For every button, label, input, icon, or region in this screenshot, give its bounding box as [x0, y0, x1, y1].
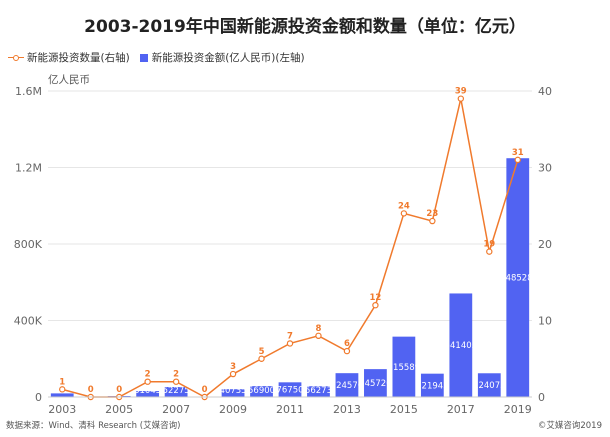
bar-value-label: 121943	[416, 381, 448, 391]
right-tick-label: 30	[538, 162, 552, 175]
bar	[136, 391, 160, 397]
bar-value-label: 56273	[305, 386, 332, 396]
bar-value-label: 124073	[473, 381, 505, 391]
count-point	[286, 340, 294, 347]
legend-label-count: 新能源投资数量(右轴)	[27, 52, 130, 64]
left-tick-label: 800K	[14, 238, 43, 251]
copyright-note: ©艾媒咨询2019	[537, 421, 602, 431]
bar	[392, 336, 416, 397]
gridlines	[48, 90, 532, 321]
x-tick-label: 2007	[162, 403, 190, 416]
bar-value-label: 315589	[388, 363, 420, 373]
bar-value-label: 124576	[331, 381, 363, 391]
right-tick-label: 40	[538, 85, 552, 98]
legend-item-count[interactable]: 新能源投资数量(右轴)	[8, 50, 130, 65]
count-value-label: 0	[88, 385, 94, 395]
count-point	[429, 217, 436, 225]
count-value-label: 0	[116, 385, 122, 395]
count-point	[400, 210, 408, 217]
bar	[307, 386, 330, 397]
count-point	[172, 378, 180, 385]
x-tick-label: 2003	[48, 403, 76, 416]
x-tick-label: 2019	[504, 403, 532, 416]
bar	[164, 387, 188, 397]
count-value-label: 31	[512, 148, 524, 158]
x-tick-label: 2013	[333, 403, 361, 416]
right-tick-label: 10	[538, 315, 552, 328]
bar-value-label: 541405	[445, 341, 477, 351]
bar-value-label: 40735	[220, 386, 247, 396]
bar-value-label: 1248528.8	[495, 274, 541, 284]
legend-item-amount[interactable]: 新能源投资金额(亿人民币)(左轴)	[139, 50, 305, 65]
left-tick-label: 0	[35, 391, 42, 404]
bar	[449, 293, 473, 397]
count-value-label: 24	[398, 201, 410, 211]
count-value-label: 3	[230, 362, 236, 372]
bar	[335, 373, 359, 397]
x-tick-label: 2015	[390, 403, 418, 416]
right-tick-label: 0	[538, 391, 545, 404]
x-tick-label: 2005	[105, 403, 133, 416]
count-value-label: 7	[287, 331, 293, 341]
left-tick-label: 1.2M	[15, 162, 42, 175]
count-value-label: 2	[145, 370, 151, 380]
bar	[278, 382, 302, 397]
bar	[506, 158, 530, 397]
count-value-label: 23	[426, 209, 438, 219]
x-tick-label: 2017	[447, 403, 475, 416]
bar	[250, 386, 273, 397]
left-tick-label: 400K	[14, 315, 43, 328]
legend-line-swatch-icon	[8, 54, 24, 62]
x-tick-label: 2011	[276, 403, 304, 416]
bar-value-label: 56900	[248, 386, 275, 396]
count-point	[229, 370, 237, 378]
count-point	[514, 156, 521, 164]
count-value-label: 39	[455, 87, 467, 97]
right-tick-label: 20	[538, 238, 552, 251]
count-point	[457, 95, 465, 102]
count-point	[372, 302, 379, 309]
chart-title: 2003-2019年中国新能源投资金额和数量（单位：亿元）	[84, 17, 526, 37]
count-value-label: 2	[173, 370, 179, 380]
bar-value-label: 76750	[276, 386, 303, 396]
count-point	[59, 386, 66, 393]
chart-legend: 新能源投资数量(右轴) 新能源投资金额(亿人民币)(左轴)	[8, 50, 315, 65]
bar-series	[50, 158, 530, 397]
count-point	[486, 248, 493, 255]
count-value-label: 8	[316, 324, 322, 334]
count-value-label: 0	[202, 385, 208, 395]
bar	[477, 373, 501, 397]
legend-bar-swatch-icon	[139, 53, 148, 62]
bar	[420, 373, 444, 397]
source-note: 数据来源：Wind、清科 Research (艾媒咨询)	[6, 421, 181, 431]
bar-value-label: 145720	[359, 379, 391, 389]
count-value-label: 6	[344, 339, 350, 349]
legend-label-amount: 新能源投资金额(亿人民币)(左轴)	[151, 52, 305, 64]
count-value-label: 5	[259, 347, 265, 357]
left-axis-unit-label: 亿人民币	[48, 74, 90, 86]
count-value-label: 19	[483, 240, 495, 250]
bar	[364, 369, 387, 397]
bar	[221, 389, 245, 397]
count-point	[258, 355, 265, 362]
x-tick-label: 2009	[219, 403, 247, 416]
count-point	[315, 332, 322, 339]
count-point	[144, 378, 151, 385]
bar-value-label: 31045	[134, 386, 161, 396]
bar	[50, 393, 74, 397]
count-value-label: 12	[369, 293, 381, 303]
count-value-label: 1	[59, 377, 65, 387]
bar-value-label: 52275	[163, 386, 190, 396]
left-tick-label: 1.6M	[15, 85, 42, 98]
count-point	[343, 347, 351, 355]
